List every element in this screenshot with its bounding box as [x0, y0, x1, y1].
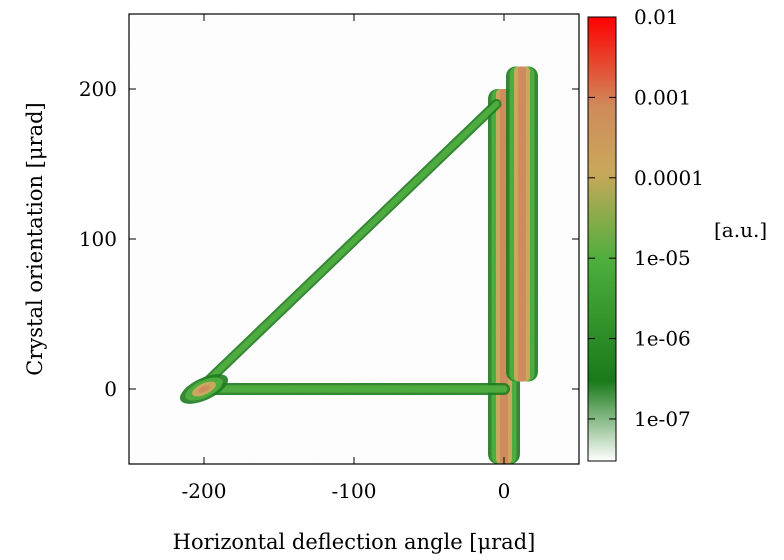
axis-ticks: -200 -100 0 0 100 200	[79, 14, 579, 503]
colorbar-tick-label: 1e-07	[634, 407, 691, 431]
y-tick-label: 100	[79, 227, 117, 251]
colorbar-tick-label: 0.001	[634, 85, 691, 109]
y-axis-label: Crystal orientation [μrad]	[23, 102, 47, 375]
plot-area	[129, 14, 579, 464]
x-tick-label: -200	[182, 479, 227, 503]
plot-frame	[128, 13, 580, 465]
colorbar-gradient	[587, 16, 617, 462]
x-tick-label: -100	[332, 479, 377, 503]
x-axis-label: Horizontal deflection angle [μrad]	[173, 530, 536, 554]
colorbar-label: [a.u.]	[714, 218, 767, 242]
y-tick-label: 0	[104, 377, 117, 401]
colorbar-tick-label: 0.01	[634, 5, 679, 29]
noise-overlay	[129, 14, 579, 464]
y-tick-label: 200	[79, 77, 117, 101]
colorbar: 0.01 0.001 0.0001 1e-05 1e-06 1e-07	[587, 5, 704, 462]
colorbar-tick-label: 1e-05	[634, 246, 691, 270]
colorbar-tick-label: 1e-06	[634, 327, 691, 351]
x-tick-label: 0	[498, 479, 511, 503]
colorbar-tick-label: 0.0001	[634, 166, 704, 190]
